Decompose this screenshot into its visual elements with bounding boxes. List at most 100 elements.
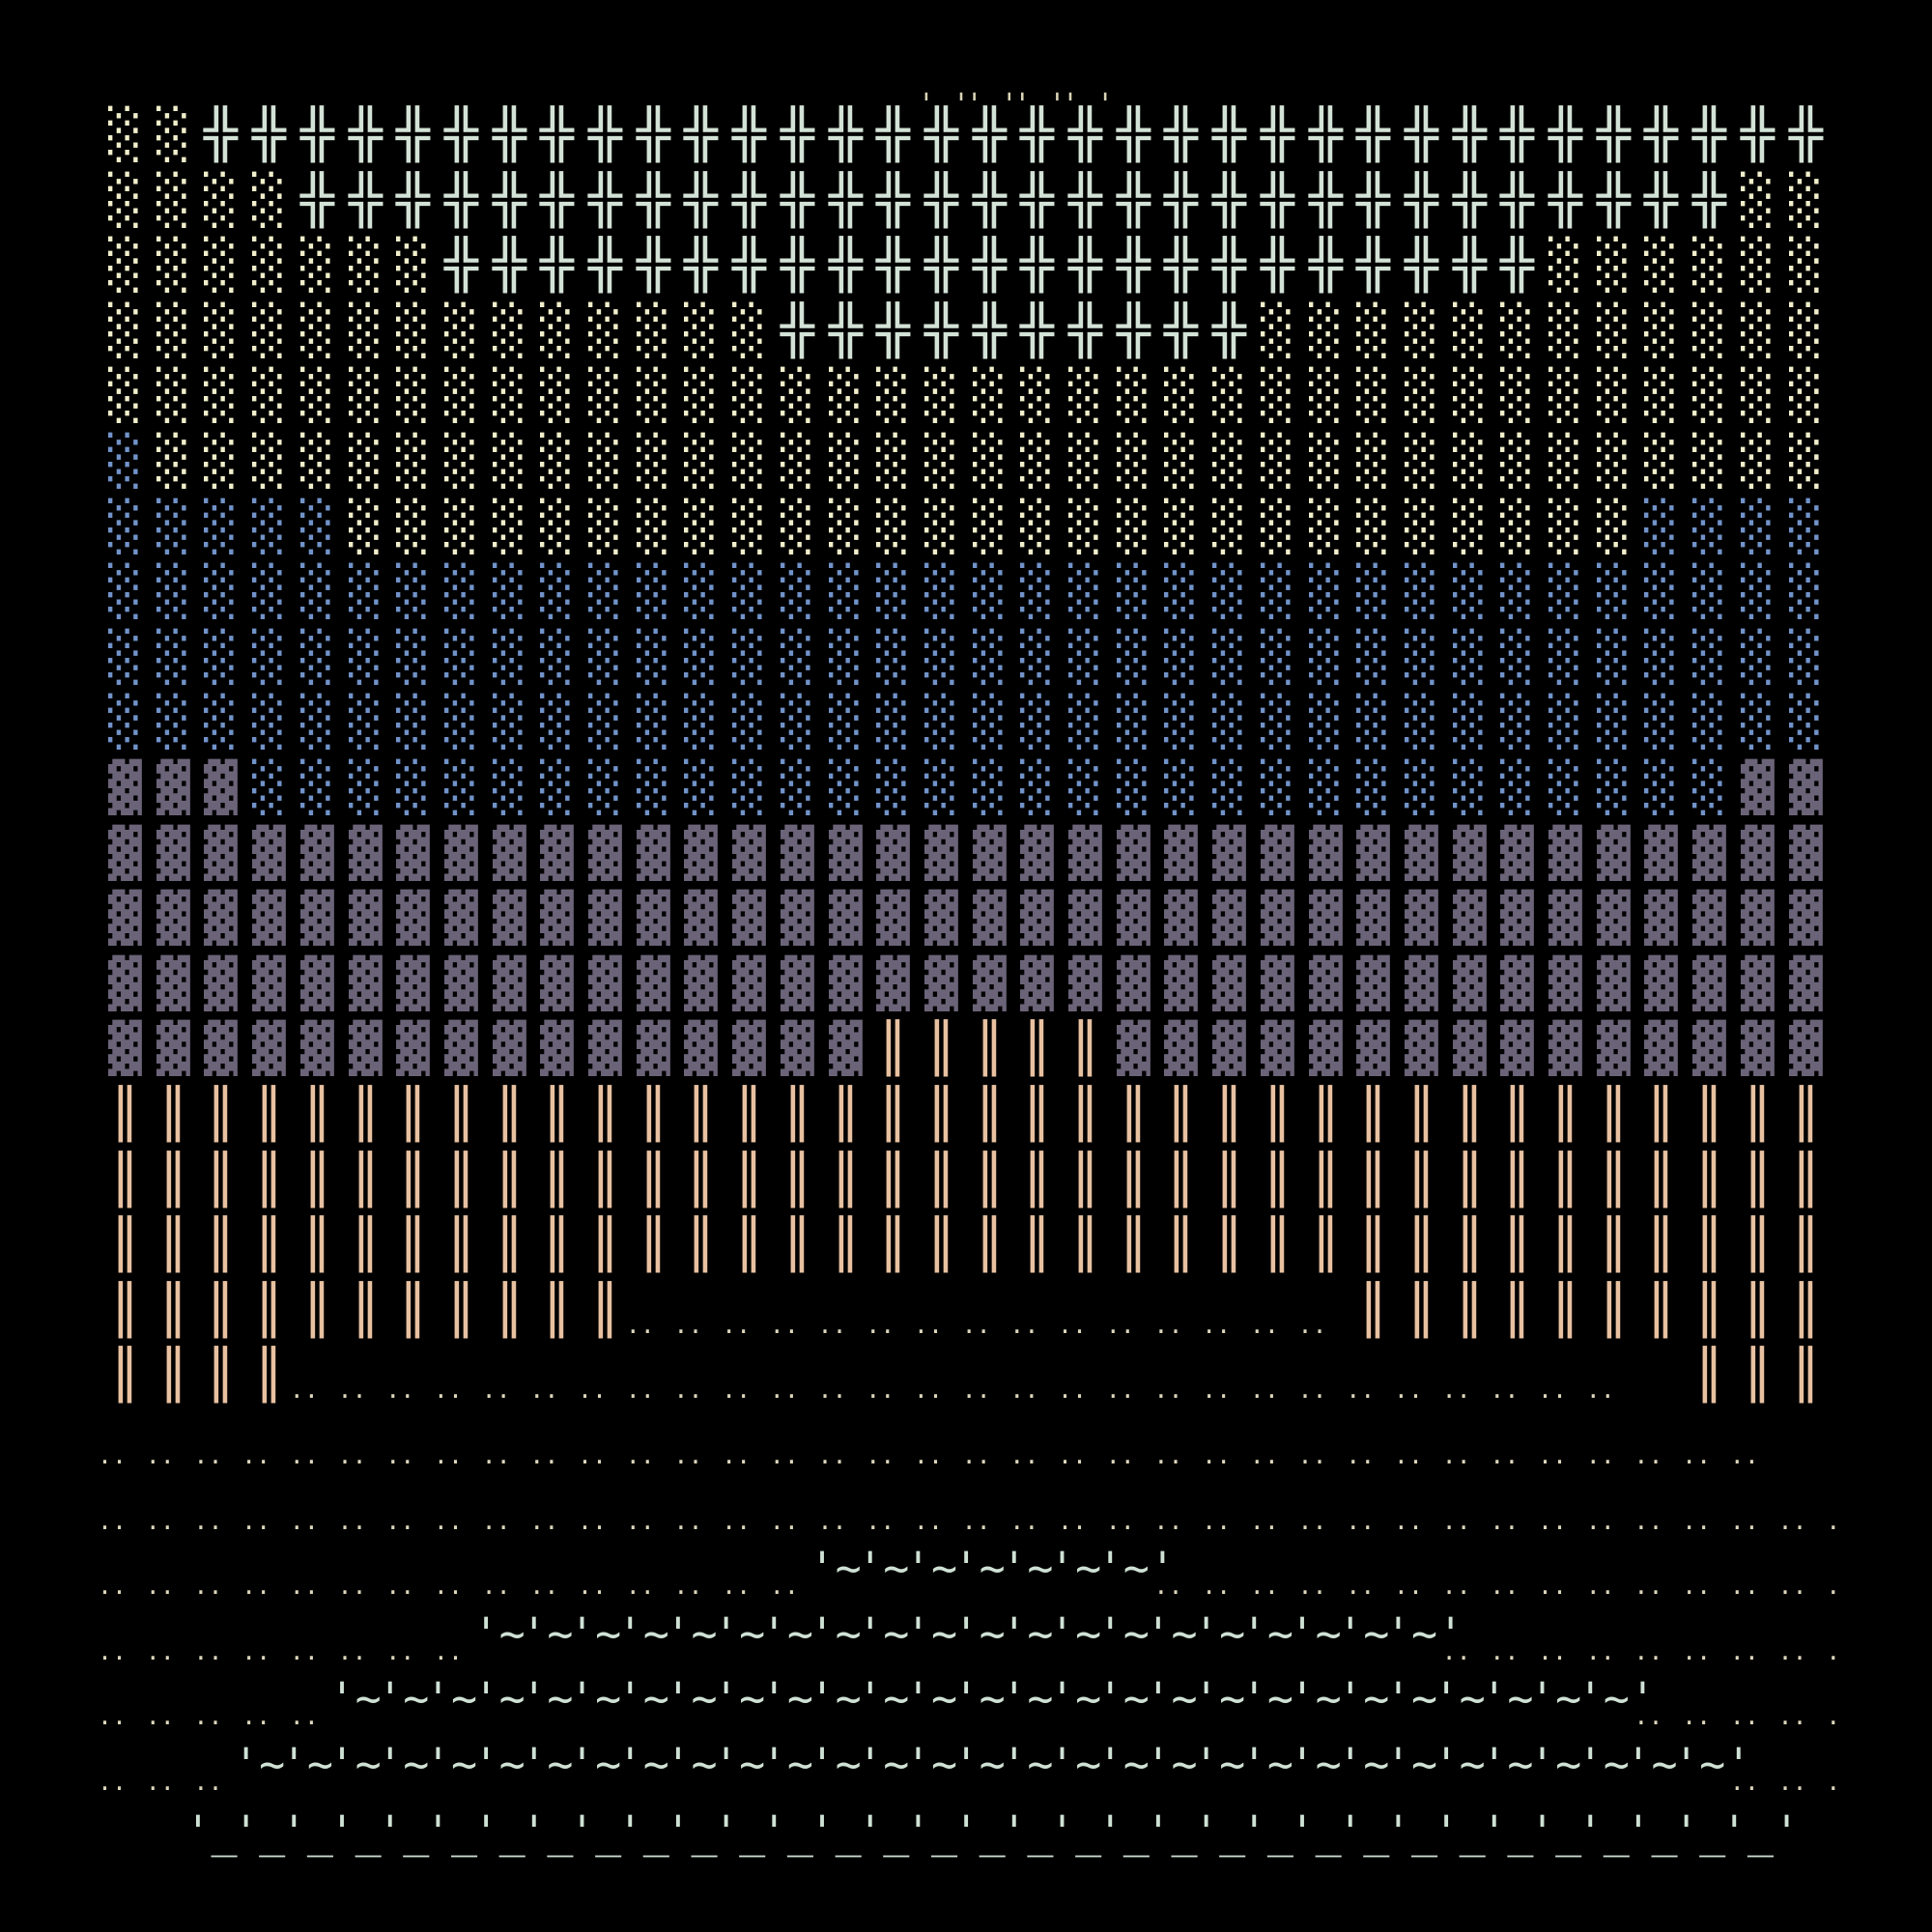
dark-shade-glyph: ▓ bbox=[156, 954, 190, 1011]
double-cross-glyph: ╬ bbox=[780, 106, 814, 162]
dark-shade-glyph: ▓ bbox=[492, 824, 526, 881]
light-shade-glyph: ░ bbox=[252, 171, 287, 228]
light-shade-glyph: ░ bbox=[348, 301, 383, 358]
double-bar-glyph: ║ bbox=[588, 1281, 622, 1338]
blue-shade-glyph: ░ bbox=[540, 759, 575, 815]
dark-shade-glyph: ▓ bbox=[396, 954, 431, 1011]
wave-glyph: '~ bbox=[1145, 1607, 1198, 1660]
double-cross-glyph: ╬ bbox=[588, 171, 622, 228]
dot-pair-glyph: .. bbox=[913, 1310, 943, 1339]
dark-shade-glyph: ▓ bbox=[1644, 824, 1679, 881]
double-cross-glyph: ╬ bbox=[1020, 171, 1055, 228]
blue-shade-glyph: ░ bbox=[108, 497, 142, 554]
underscore-glyph: '_ bbox=[233, 1805, 286, 1858]
blue-shade-glyph: ░ bbox=[108, 694, 142, 751]
dark-shade-glyph: ▓ bbox=[396, 824, 431, 881]
dot-pair-glyph: .. bbox=[1682, 1506, 1712, 1535]
light-shade-glyph: ░ bbox=[1644, 301, 1679, 358]
light-shade-glyph: ░ bbox=[252, 301, 287, 358]
dot-pair-glyph: .. bbox=[481, 1572, 511, 1601]
dark-shade-glyph: ▓ bbox=[1596, 824, 1631, 881]
light-shade-glyph: ░ bbox=[1500, 367, 1535, 424]
underscore-glyph: '_ bbox=[616, 1805, 669, 1858]
double-cross-glyph: ╬ bbox=[1404, 171, 1438, 228]
double-bar-glyph: ║ bbox=[1596, 1086, 1631, 1142]
double-bar-glyph: ║ bbox=[876, 1086, 911, 1142]
double-bar-glyph: ║ bbox=[443, 1151, 478, 1208]
dot-pair-glyph: .. bbox=[961, 1506, 991, 1535]
dot-pair-glyph: .. bbox=[722, 1572, 752, 1601]
blue-shade-glyph: ░ bbox=[1020, 563, 1055, 620]
dark-shade-glyph: ▓ bbox=[540, 824, 575, 881]
dark-shade-glyph: ▓ bbox=[732, 824, 767, 881]
double-bar-glyph: ║ bbox=[299, 1086, 334, 1142]
double-cross-glyph: ╬ bbox=[636, 171, 670, 228]
blue-shade-glyph: ░ bbox=[1452, 628, 1487, 685]
light-shade-glyph: ░ bbox=[1404, 367, 1438, 424]
light-shade-glyph: ░ bbox=[1308, 367, 1343, 424]
blue-shade-glyph: ░ bbox=[1260, 694, 1294, 751]
blue-shade-glyph: ░ bbox=[204, 563, 239, 620]
double-cross-glyph: ╬ bbox=[1404, 237, 1438, 294]
double-bar-glyph: ║ bbox=[684, 1086, 719, 1142]
dark-shade-glyph: ▓ bbox=[732, 1020, 767, 1077]
dark-shade-glyph: ▓ bbox=[1356, 824, 1391, 881]
dark-shade-glyph: ▓ bbox=[1500, 954, 1535, 1011]
dot-pair-glyph: .. bbox=[337, 1441, 367, 1469]
blue-shade-glyph: ░ bbox=[1116, 563, 1151, 620]
double-bar-glyph: ║ bbox=[1404, 1086, 1438, 1142]
double-bar-glyph: ║ bbox=[684, 1216, 719, 1273]
blue-shade-glyph: ░ bbox=[923, 563, 958, 620]
wave-glyph: '~ bbox=[1289, 1673, 1342, 1725]
light-shade-glyph: ░ bbox=[492, 367, 526, 424]
double-bar-glyph: ║ bbox=[1692, 1151, 1727, 1208]
light-shade-glyph: ░ bbox=[780, 367, 814, 424]
dark-shade-glyph: ▓ bbox=[1116, 1020, 1151, 1077]
light-shade-glyph: ░ bbox=[1596, 301, 1631, 358]
dark-shade-glyph: ▓ bbox=[1452, 824, 1487, 881]
dark-shade-glyph: ▓ bbox=[540, 1020, 575, 1077]
dark-shade-glyph: ▓ bbox=[1116, 824, 1151, 881]
double-cross-glyph: ╬ bbox=[1692, 106, 1727, 162]
wave-glyph: '~ bbox=[809, 1739, 862, 1790]
dot-pair-glyph: .. bbox=[961, 1376, 991, 1405]
dot-pair-glyph: .. bbox=[817, 1506, 847, 1535]
light-shade-glyph: ░ bbox=[1596, 433, 1631, 489]
wave-glyph: '~ bbox=[1384, 1673, 1438, 1725]
blue-shade-glyph: ░ bbox=[1644, 497, 1679, 554]
dark-shade-glyph: ▓ bbox=[1260, 954, 1294, 1011]
wave-glyph: '~ bbox=[1049, 1673, 1102, 1725]
double-bar-glyph: ║ bbox=[1644, 1281, 1679, 1338]
double-bar-glyph: ║ bbox=[1740, 1281, 1775, 1338]
double-bar-glyph: ║ bbox=[636, 1216, 670, 1273]
light-shade-glyph: ░ bbox=[684, 433, 719, 489]
double-cross-glyph: ╬ bbox=[876, 106, 911, 162]
dot-pair-glyph: .. bbox=[1249, 1572, 1279, 1601]
light-shade-glyph: ░ bbox=[204, 237, 239, 294]
double-cross-glyph: ╬ bbox=[972, 301, 1007, 358]
dot-pair-glyph: .. bbox=[1297, 1310, 1327, 1339]
wave-glyph: '~ bbox=[616, 1739, 669, 1790]
dot-pair-glyph: .. bbox=[1058, 1506, 1088, 1535]
double-bar-glyph: ║ bbox=[1788, 1281, 1823, 1338]
dot-pair-glyph: .. bbox=[433, 1376, 463, 1405]
dot-pair-glyph: .. bbox=[1441, 1636, 1471, 1665]
double-bar-glyph: ║ bbox=[1452, 1281, 1487, 1338]
wave-glyph: '~ bbox=[616, 1673, 669, 1725]
light-shade-glyph: ░ bbox=[1308, 301, 1343, 358]
wave-glyph: '~ bbox=[1289, 1739, 1342, 1790]
underscore-glyph: '_ bbox=[952, 1805, 1006, 1858]
blue-shade-glyph: ░ bbox=[1020, 694, 1055, 751]
double-bar-glyph: ║ bbox=[828, 1216, 863, 1273]
dot-pair-glyph: .. bbox=[385, 1441, 415, 1469]
double-bar-glyph: ║ bbox=[252, 1347, 287, 1404]
dot-pair-glyph: .. bbox=[1105, 1506, 1135, 1535]
blue-shade-glyph: ░ bbox=[876, 694, 911, 751]
light-shade-glyph: ░ bbox=[828, 497, 863, 554]
dark-shade-glyph: ▓ bbox=[972, 824, 1007, 881]
double-bar-glyph: ║ bbox=[636, 1086, 670, 1142]
underscore-glyph: '_ bbox=[328, 1805, 382, 1858]
double-bar-glyph: ║ bbox=[108, 1151, 142, 1208]
dark-shade-glyph: ▓ bbox=[1500, 1020, 1535, 1077]
dot-pair-glyph: .. bbox=[1009, 1506, 1039, 1535]
